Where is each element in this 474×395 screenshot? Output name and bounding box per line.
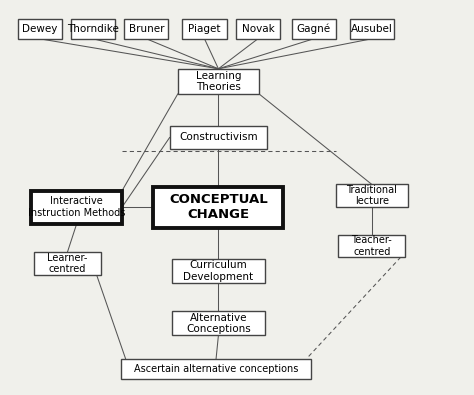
Text: Learning
Theories: Learning Theories	[196, 71, 241, 92]
FancyBboxPatch shape	[178, 69, 259, 94]
Text: Novak: Novak	[242, 24, 274, 34]
Text: Constructivism: Constructivism	[179, 132, 258, 143]
FancyBboxPatch shape	[182, 19, 227, 39]
Text: Gagné: Gagné	[297, 24, 331, 34]
FancyBboxPatch shape	[124, 19, 168, 39]
Text: Learner-
centred: Learner- centred	[47, 252, 88, 274]
Text: Interactive
Instruction Methods: Interactive Instruction Methods	[28, 196, 126, 218]
Text: Dewey: Dewey	[22, 24, 57, 34]
Text: Ausubel: Ausubel	[351, 24, 392, 34]
FancyBboxPatch shape	[71, 19, 115, 39]
Text: Teacher-
centred: Teacher- centred	[351, 235, 392, 257]
FancyBboxPatch shape	[336, 184, 408, 207]
FancyBboxPatch shape	[292, 19, 336, 39]
FancyBboxPatch shape	[170, 126, 267, 149]
Text: Alternative
Conceptions: Alternative Conceptions	[186, 312, 251, 334]
FancyBboxPatch shape	[172, 311, 265, 335]
FancyBboxPatch shape	[236, 19, 280, 39]
Text: CONCEPTUAL
CHANGE: CONCEPTUAL CHANGE	[169, 193, 268, 221]
Text: Ascertain alternative conceptions: Ascertain alternative conceptions	[134, 364, 298, 374]
FancyBboxPatch shape	[154, 187, 283, 228]
Text: Curriculum
Development: Curriculum Development	[183, 260, 254, 282]
FancyBboxPatch shape	[121, 359, 311, 379]
Text: Thorndike: Thorndike	[67, 24, 119, 34]
FancyBboxPatch shape	[31, 191, 122, 224]
FancyBboxPatch shape	[338, 235, 405, 257]
FancyBboxPatch shape	[34, 252, 101, 275]
FancyBboxPatch shape	[350, 19, 394, 39]
FancyBboxPatch shape	[172, 259, 265, 283]
Text: Traditional
lecture: Traditional lecture	[346, 185, 397, 206]
FancyBboxPatch shape	[18, 19, 62, 39]
Text: Piaget: Piaget	[188, 24, 221, 34]
Text: Bruner: Bruner	[128, 24, 164, 34]
